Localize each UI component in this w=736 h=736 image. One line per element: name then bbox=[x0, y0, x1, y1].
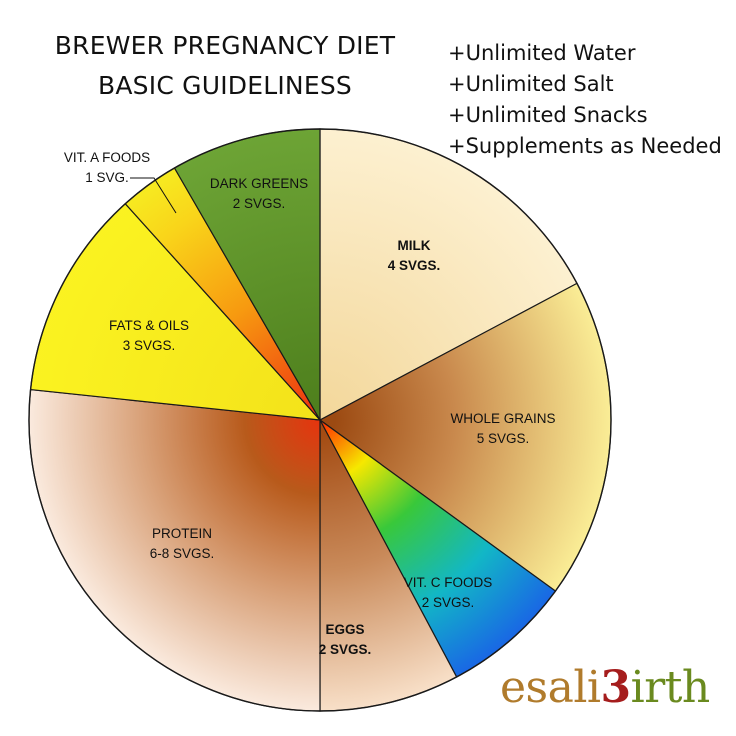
slice-label-name: PROTEIN bbox=[152, 526, 212, 541]
slice-label-servings: 5 SVGS. bbox=[477, 431, 530, 446]
note-item: +Unlimited Snacks bbox=[448, 103, 648, 127]
note-item: +Unlimited Salt bbox=[448, 72, 614, 96]
brand-logo-mark: 3 bbox=[600, 662, 632, 713]
slice-label-name: EGGS bbox=[325, 622, 364, 637]
slice-label-servings: 2 SVGS. bbox=[233, 196, 286, 211]
slice-label-name: VIT. A FOODS bbox=[64, 150, 150, 165]
slice-label-servings: 2 SVGS. bbox=[319, 642, 372, 657]
notes-list: +Unlimited Water +Unlimited Salt +Unlimi… bbox=[448, 38, 722, 162]
slice-label-name: MILK bbox=[398, 238, 431, 253]
vit-a-leader-line bbox=[130, 177, 177, 214]
slice-label-servings: 2 SVGS. bbox=[422, 595, 475, 610]
slice-label-name: DARK GREENS bbox=[210, 176, 308, 191]
slice-label-name: FATS & OILS bbox=[109, 318, 189, 333]
brand-logo-text-2: irth bbox=[630, 662, 711, 713]
chart-title-line-1: BREWER PREGNANCY DIET bbox=[54, 31, 396, 60]
slice-label-servings: 6-8 SVGS. bbox=[150, 546, 215, 561]
slice-label-servings: 4 SVGS. bbox=[388, 258, 441, 273]
chart-title-line-2: BASIC GUIDELINESS bbox=[98, 71, 352, 100]
slice-label-name: VIT. C FOODS bbox=[404, 575, 493, 590]
pie-outline bbox=[28, 128, 612, 712]
brand-logo-text-1: esali bbox=[500, 662, 601, 713]
slice-label-servings: 3 SVGS. bbox=[123, 338, 176, 353]
slice-label-servings: 1 SVG. bbox=[85, 170, 129, 185]
note-item: +Unlimited Water bbox=[448, 41, 636, 65]
brand-logo: esali3irth bbox=[500, 662, 710, 713]
note-item: +Supplements as Needed bbox=[448, 134, 722, 158]
slice-label-name: WHOLE GRAINS bbox=[450, 411, 555, 426]
